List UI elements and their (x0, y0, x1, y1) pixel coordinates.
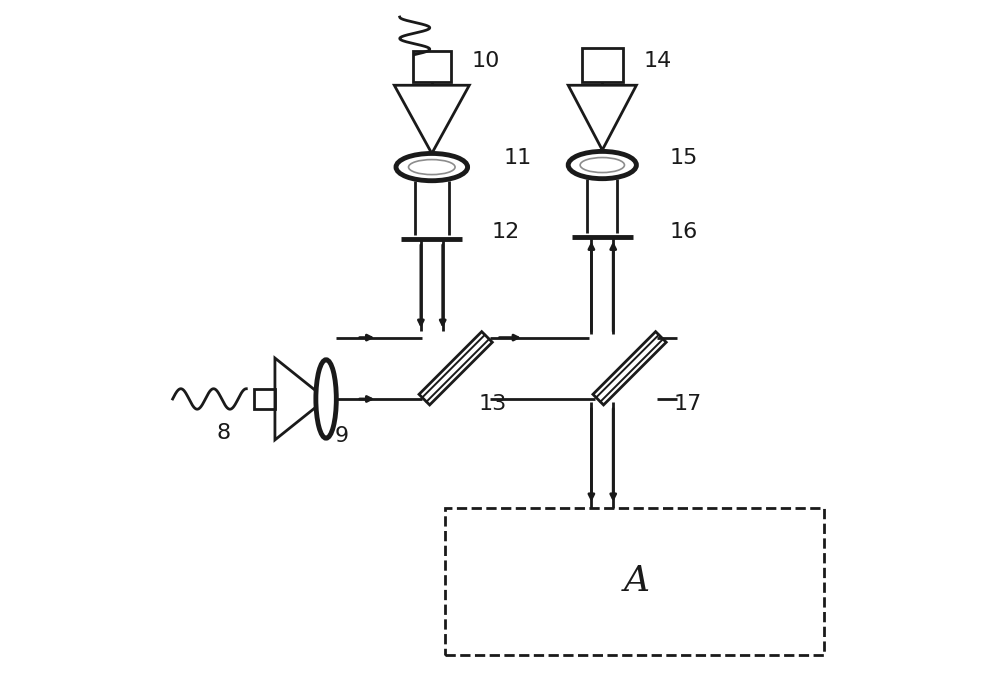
Ellipse shape (568, 151, 636, 179)
Ellipse shape (316, 360, 336, 439)
Text: 11: 11 (503, 148, 532, 168)
Text: 14: 14 (643, 51, 671, 72)
Text: 16: 16 (669, 222, 697, 242)
Polygon shape (419, 331, 492, 405)
Ellipse shape (396, 153, 468, 181)
Bar (582, 48, 623, 82)
Text: 15: 15 (669, 148, 698, 168)
Bar (413, 51, 451, 82)
Bar (445, 508, 824, 655)
Text: 9: 9 (335, 426, 349, 447)
Text: A: A (623, 564, 649, 598)
Text: 8: 8 (217, 423, 231, 443)
Polygon shape (593, 331, 666, 405)
Text: 12: 12 (492, 222, 520, 242)
Text: 17: 17 (674, 394, 702, 414)
Bar (254, 389, 275, 409)
Text: 10: 10 (471, 51, 500, 72)
Text: 13: 13 (478, 394, 506, 414)
